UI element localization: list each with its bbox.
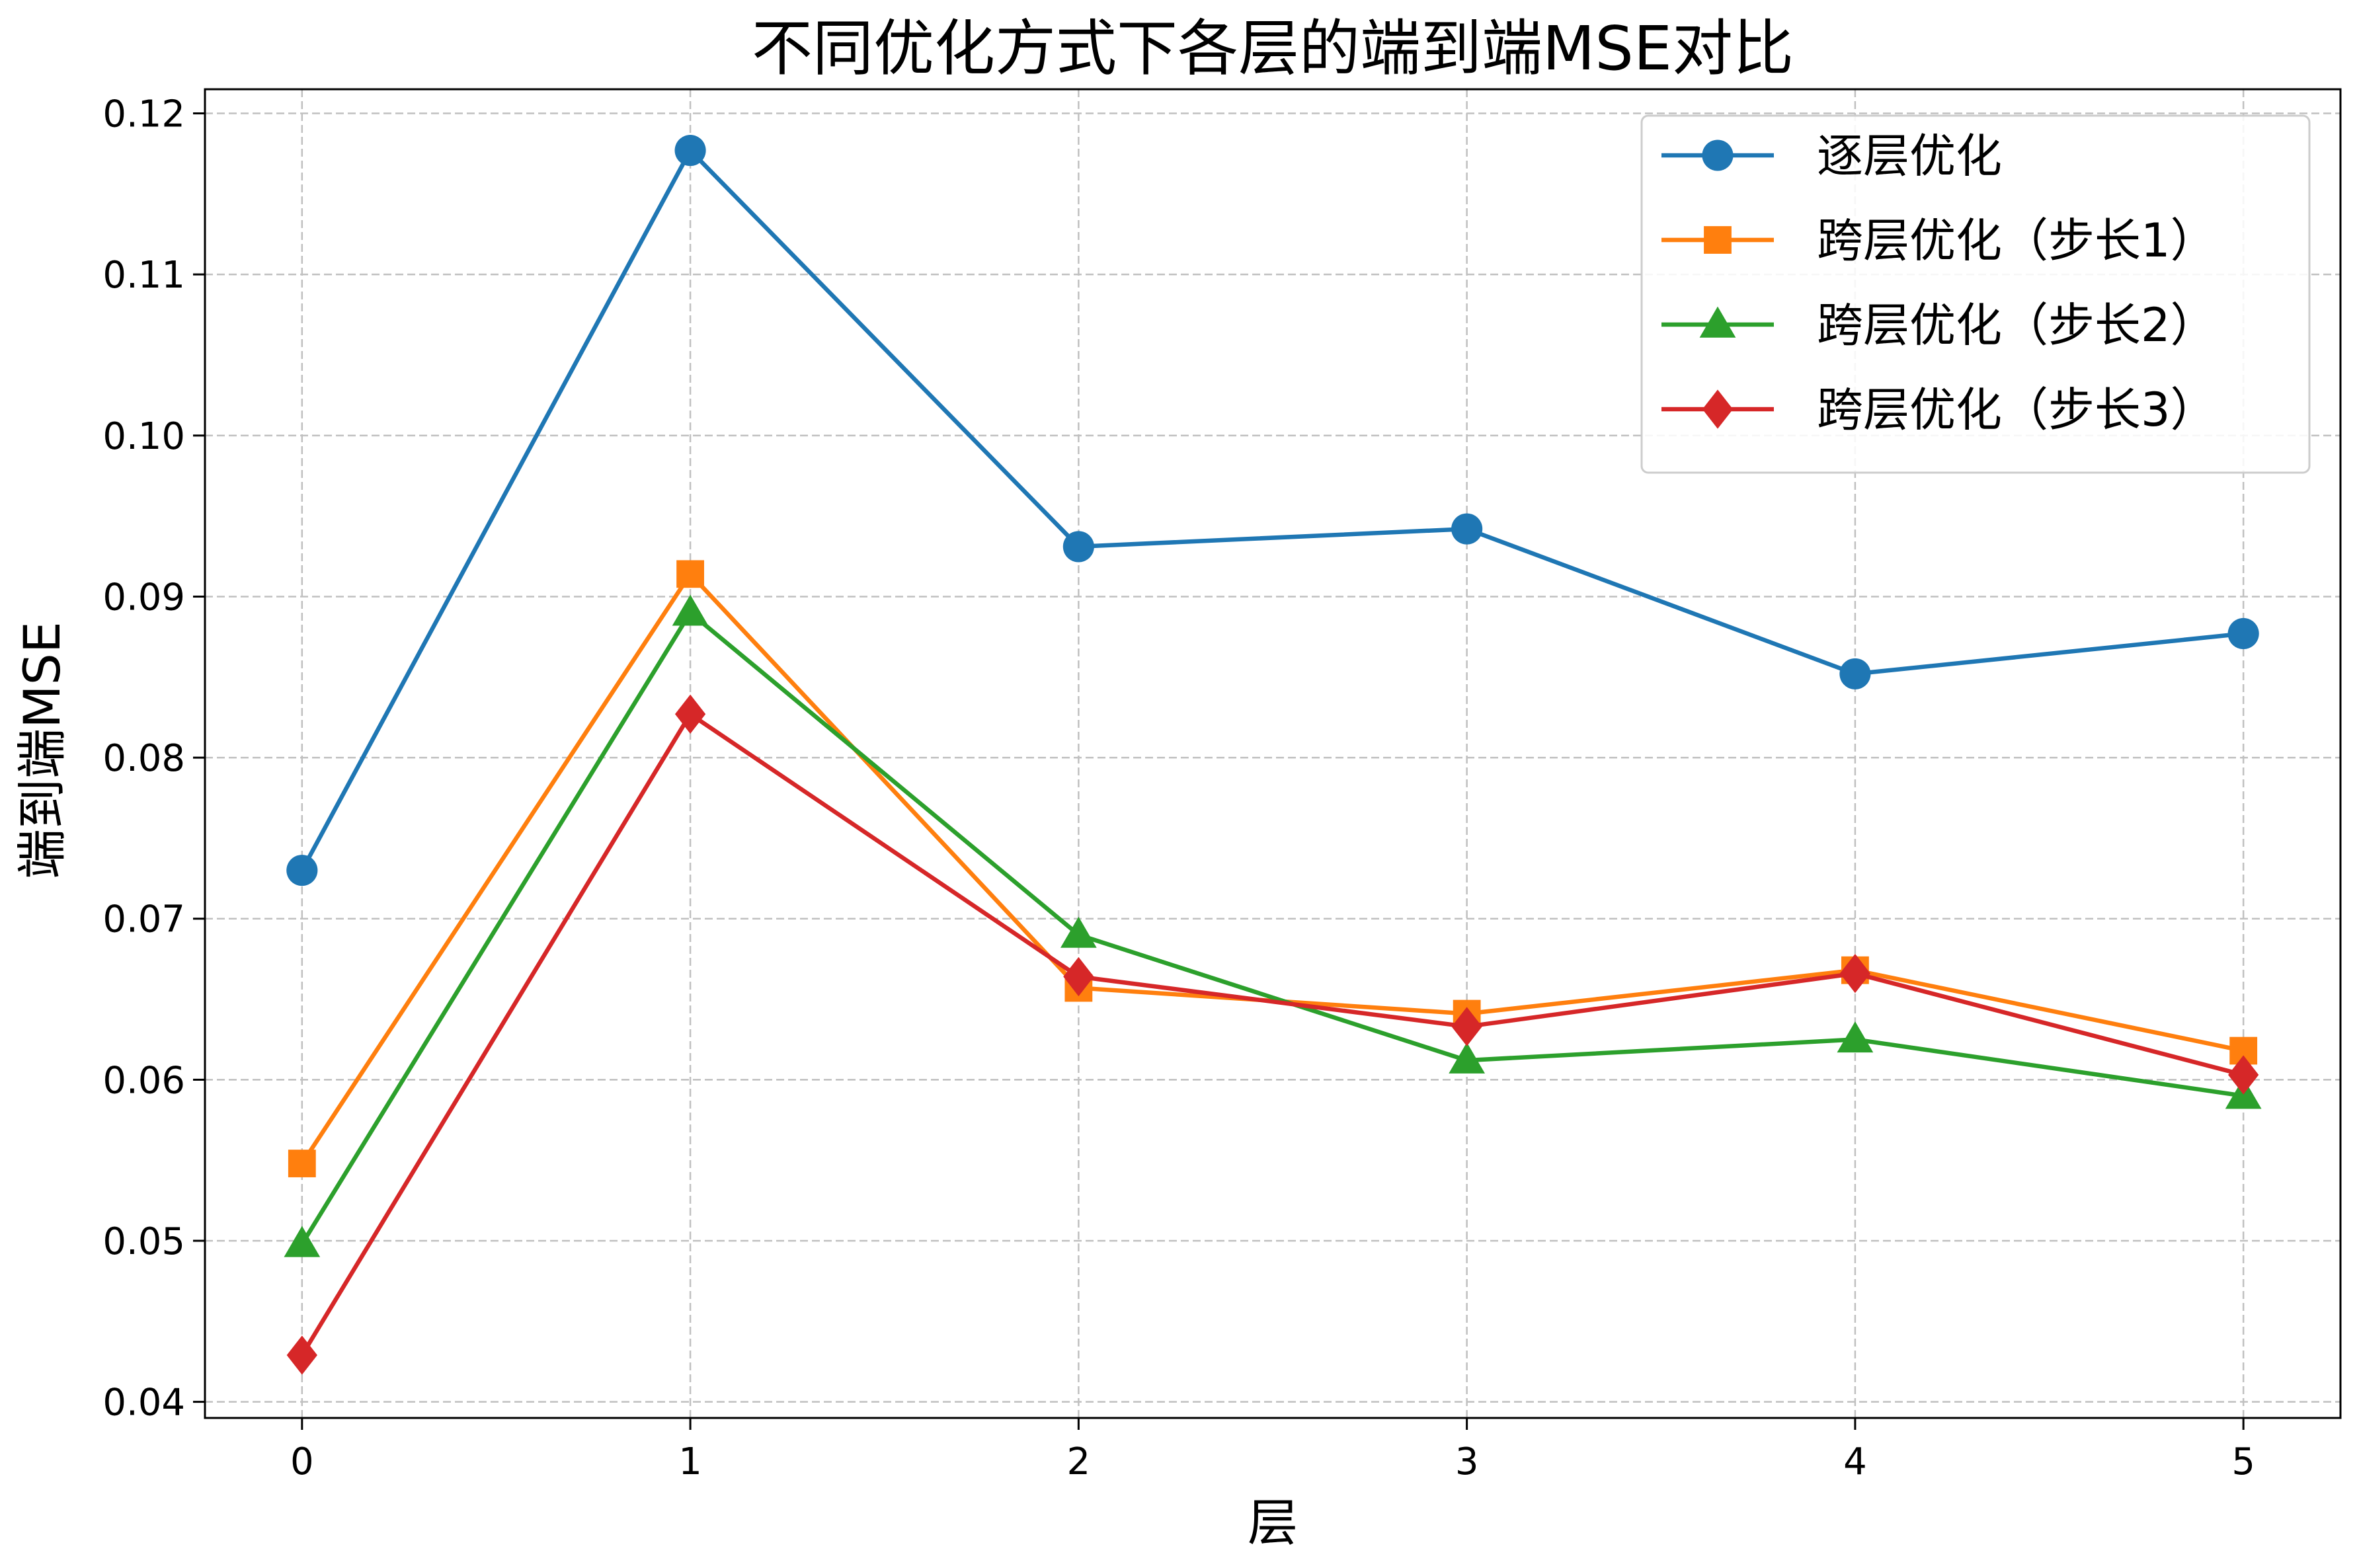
series-3 — [284, 594, 2262, 1257]
series-layer — [284, 135, 2262, 1375]
data-point-triangle — [672, 594, 709, 626]
series-line — [300, 610, 2244, 1245]
data-point-diamond — [674, 694, 706, 734]
series-4 — [286, 694, 2259, 1375]
series-2 — [288, 560, 2258, 1177]
x-tick-label: 1 — [678, 1440, 702, 1483]
data-point-diamond — [286, 1335, 317, 1375]
data-point-circle — [1062, 531, 1094, 563]
legend-label: 逐层优化 — [1817, 129, 2002, 183]
data-point-diamond — [1702, 389, 1734, 429]
y-tick-label: 0.05 — [102, 1220, 185, 1263]
y-tick-label: 0.10 — [102, 415, 185, 458]
data-point-triangle — [284, 1226, 321, 1257]
data-point-circle — [286, 855, 318, 886]
data-point-circle — [1451, 513, 1483, 545]
x-tick-label: 3 — [1455, 1440, 1479, 1483]
legend-label: 跨层优化（步长1） — [1817, 214, 2217, 268]
legend-label: 跨层优化（步长2） — [1817, 298, 2217, 352]
data-point-diamond — [1451, 1007, 1482, 1046]
series-line — [300, 148, 2244, 872]
y-tick-label: 0.09 — [102, 576, 185, 619]
legend-item-4: 跨层优化（步长3） — [1661, 383, 2217, 437]
data-point-circle — [1839, 658, 1871, 689]
y-tick-label: 0.08 — [102, 737, 185, 780]
y-tick-label: 0.12 — [102, 93, 185, 136]
x-tick-label: 5 — [2231, 1440, 2255, 1483]
series-line — [300, 712, 2245, 1356]
x-axis-label: 层 — [1248, 1493, 1298, 1552]
y-tick-label: 0.11 — [102, 254, 185, 297]
legend-label: 跨层优化（步长3） — [1817, 383, 2217, 437]
data-point-triangle — [1699, 306, 1736, 338]
y-tick-label: 0.06 — [102, 1059, 185, 1102]
data-point-diamond — [2228, 1055, 2259, 1095]
y-tick-label: 0.04 — [102, 1382, 185, 1425]
data-point-square — [676, 560, 704, 588]
data-point-triangle — [1837, 1021, 1874, 1053]
legend-frame — [1640, 114, 2311, 474]
series-1 — [286, 135, 2259, 886]
ticks: 0 1 2 3 4 5 0.04 0.05 0.06 0.07 0.08 0.09 0.10 0.11 0.… — [102, 93, 2255, 1483]
chart-title: 不同优化方式下各层的端到端MSE对比 — [752, 13, 1794, 84]
legend-item-2: 跨层优化（步长1） — [1661, 214, 2217, 268]
x-tick-label: 0 — [290, 1440, 314, 1483]
data-point-circle — [2227, 617, 2259, 650]
y-axis-label: 端到端MSE — [13, 621, 71, 879]
data-point-diamond — [1839, 953, 1871, 994]
data-point-diamond — [1063, 957, 1094, 997]
data-point-triangle — [1449, 1042, 1485, 1074]
plot-frame — [204, 88, 2342, 1419]
data-point-square — [1704, 226, 1732, 254]
legend-item-3: 跨层优化（步长2） — [1661, 298, 2217, 352]
data-point-circle — [1702, 139, 1734, 171]
x-tick-label: 4 — [1843, 1440, 1867, 1483]
data-point-triangle — [1060, 916, 1097, 948]
x-tick-label: 2 — [1067, 1440, 1091, 1483]
y-tick-label: 0.07 — [102, 898, 185, 941]
data-point-circle — [674, 135, 706, 167]
data-point-square — [288, 1150, 316, 1177]
legend-item-1: 逐层优化 — [1661, 129, 2002, 183]
